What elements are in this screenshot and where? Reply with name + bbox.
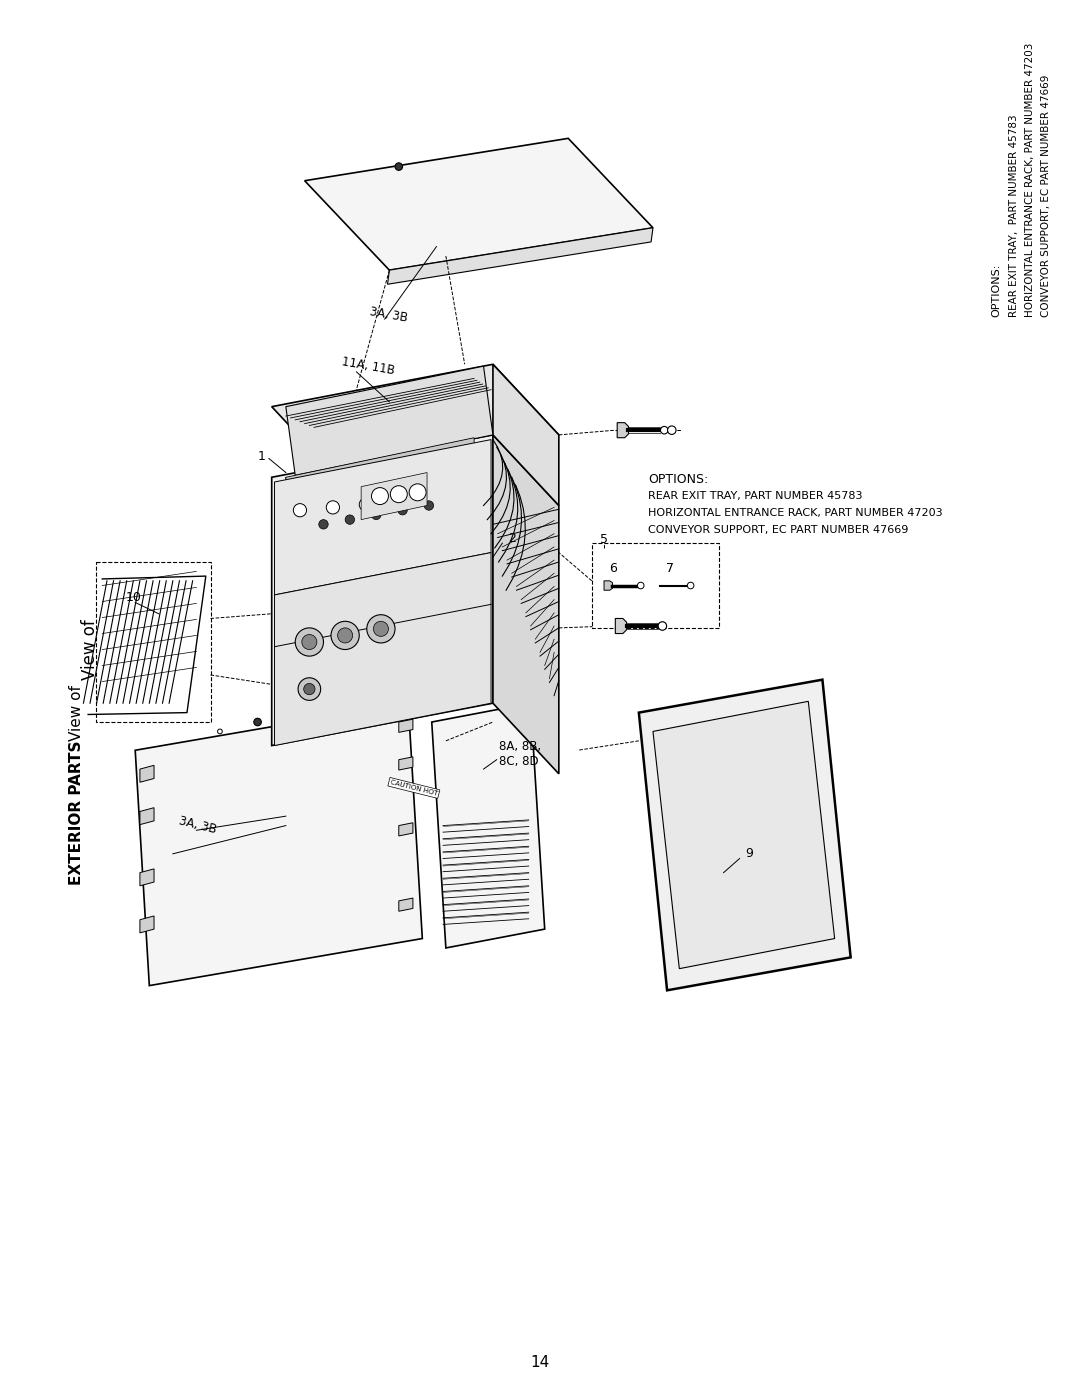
Text: 1: 1 xyxy=(257,450,265,462)
Text: 3A, 3B: 3A, 3B xyxy=(177,814,218,837)
Circle shape xyxy=(298,678,321,700)
Circle shape xyxy=(330,622,360,650)
Polygon shape xyxy=(399,898,413,911)
Text: OPTIONS:: OPTIONS: xyxy=(648,472,708,486)
Circle shape xyxy=(346,515,354,524)
Polygon shape xyxy=(432,703,544,949)
Polygon shape xyxy=(604,581,612,590)
Polygon shape xyxy=(274,553,491,746)
Polygon shape xyxy=(492,434,558,774)
Text: View of: View of xyxy=(69,680,84,740)
Circle shape xyxy=(372,488,389,504)
Polygon shape xyxy=(399,823,413,835)
Text: 9: 9 xyxy=(745,848,753,861)
Polygon shape xyxy=(272,365,558,478)
Circle shape xyxy=(390,486,407,503)
Polygon shape xyxy=(399,757,413,770)
Circle shape xyxy=(372,510,381,520)
Polygon shape xyxy=(272,434,492,746)
Text: 7: 7 xyxy=(666,562,674,576)
Polygon shape xyxy=(140,807,154,824)
Text: OPTIONS:: OPTIONS: xyxy=(991,264,1001,317)
Circle shape xyxy=(667,426,676,434)
Text: 3A, 3B: 3A, 3B xyxy=(368,306,408,326)
Text: 2: 2 xyxy=(508,532,516,545)
Circle shape xyxy=(295,627,324,657)
Polygon shape xyxy=(653,701,835,968)
Polygon shape xyxy=(492,365,558,506)
Circle shape xyxy=(392,495,405,509)
Circle shape xyxy=(637,583,644,588)
Polygon shape xyxy=(96,562,211,722)
Circle shape xyxy=(254,718,261,726)
Circle shape xyxy=(367,615,395,643)
Circle shape xyxy=(659,622,666,630)
Polygon shape xyxy=(639,680,851,990)
Text: HORIZONTAL ENTRANCE RACK, PART NUMBER 47203: HORIZONTAL ENTRANCE RACK, PART NUMBER 47… xyxy=(1025,43,1035,317)
Text: HORIZONTAL ENTRANCE RACK, PART NUMBER 47203: HORIZONTAL ENTRANCE RACK, PART NUMBER 47… xyxy=(648,509,943,518)
Polygon shape xyxy=(286,437,474,486)
Polygon shape xyxy=(140,916,154,933)
Polygon shape xyxy=(305,138,653,270)
Text: REAR EXIT TRAY,  PART NUMBER 45783: REAR EXIT TRAY, PART NUMBER 45783 xyxy=(1009,115,1018,317)
Circle shape xyxy=(395,163,403,170)
Polygon shape xyxy=(388,228,653,284)
Polygon shape xyxy=(617,423,629,437)
Text: CONVEYOR SUPPORT, EC PART NUMBER 47669: CONVEYOR SUPPORT, EC PART NUMBER 47669 xyxy=(648,525,908,535)
Polygon shape xyxy=(140,869,154,886)
Polygon shape xyxy=(135,703,422,986)
Polygon shape xyxy=(286,478,295,692)
Circle shape xyxy=(661,426,669,434)
Circle shape xyxy=(360,497,373,511)
Text: REAR EXIT TRAY, PART NUMBER 45783: REAR EXIT TRAY, PART NUMBER 45783 xyxy=(648,492,863,502)
Text: EXTERIOR PARTS: EXTERIOR PARTS xyxy=(69,740,84,886)
Text: 10: 10 xyxy=(125,591,141,605)
Text: CONVEYOR SUPPORT, EC PART NUMBER 47669: CONVEYOR SUPPORT, EC PART NUMBER 47669 xyxy=(1040,75,1051,317)
Circle shape xyxy=(687,583,694,588)
Polygon shape xyxy=(140,766,154,782)
Circle shape xyxy=(303,683,315,694)
Circle shape xyxy=(338,627,353,643)
Text: View of 
EXTERIOR PARTS: View of EXTERIOR PARTS xyxy=(81,577,120,717)
Text: 14: 14 xyxy=(530,1355,550,1369)
Polygon shape xyxy=(616,619,626,633)
Circle shape xyxy=(397,506,407,515)
Circle shape xyxy=(301,634,316,650)
Text: View of: View of xyxy=(81,613,98,680)
Text: 8A, 8B,
8C, 8D: 8A, 8B, 8C, 8D xyxy=(499,740,541,768)
Polygon shape xyxy=(361,472,427,520)
Polygon shape xyxy=(592,543,719,627)
Polygon shape xyxy=(399,719,413,732)
Circle shape xyxy=(424,500,434,510)
Polygon shape xyxy=(286,366,492,475)
Polygon shape xyxy=(274,440,491,595)
Text: 6: 6 xyxy=(609,562,618,576)
Circle shape xyxy=(319,520,328,529)
Circle shape xyxy=(326,500,339,514)
Circle shape xyxy=(294,504,307,517)
Text: 5: 5 xyxy=(600,534,608,546)
Circle shape xyxy=(374,622,389,637)
Circle shape xyxy=(658,622,666,630)
Circle shape xyxy=(409,483,427,500)
Text: 11A, 11B: 11A, 11B xyxy=(340,355,395,377)
Circle shape xyxy=(217,729,222,733)
Text: CAUTION HOT: CAUTION HOT xyxy=(390,780,438,796)
